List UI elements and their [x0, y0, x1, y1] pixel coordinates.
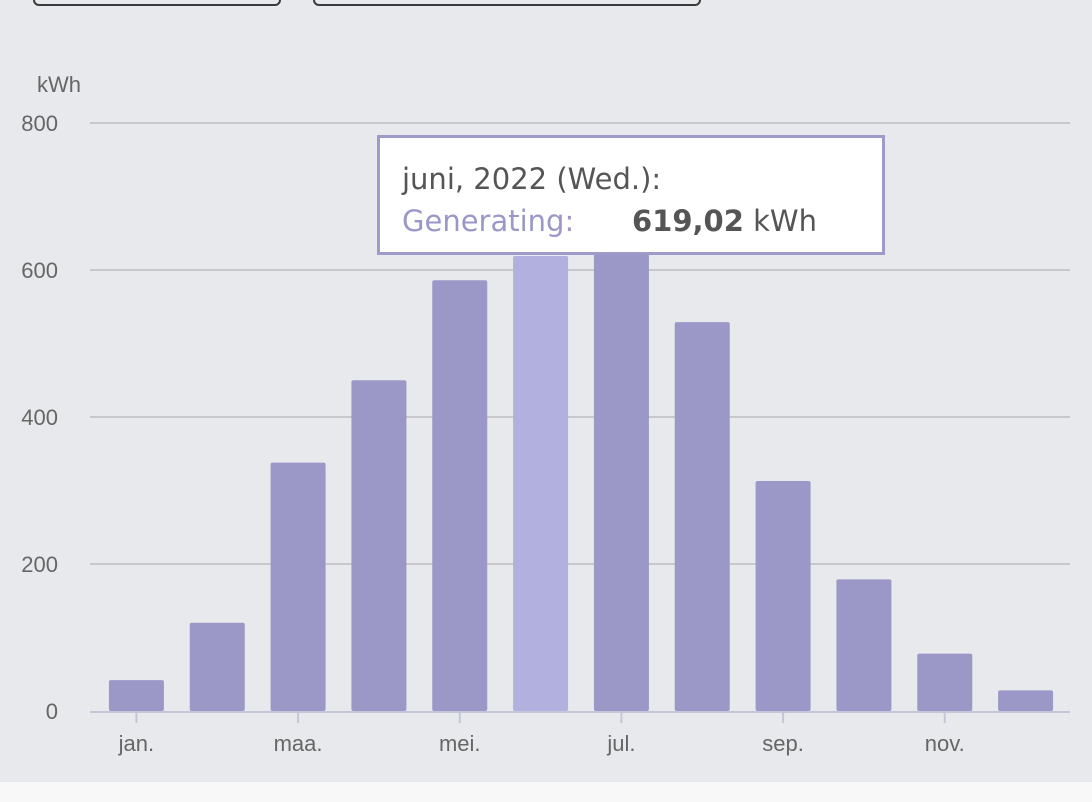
bar-juni — [513, 256, 569, 711]
x-tick-label: maa. — [274, 731, 323, 756]
y-tick-label: 400 — [21, 405, 58, 430]
x-tick-label: jan. — [118, 731, 154, 756]
x-tick-label: sep. — [762, 731, 804, 756]
x-tick-label: mei. — [439, 731, 481, 756]
x-tick-label: nov. — [925, 731, 965, 756]
bar-mei — [432, 280, 488, 711]
bar-okt — [836, 579, 892, 711]
tooltip-value-row: 619,02 kWh — [632, 204, 817, 238]
monthly-generation-chart: 0 200 400 600 800 kWh jan. maa. mei. jul. sep. nov. — [21, 72, 1070, 756]
bar-jan — [108, 680, 164, 711]
footer-strip — [0, 782, 1092, 802]
bar-dec — [998, 690, 1054, 711]
y-tick-label: 0 — [46, 699, 58, 724]
top-button-right[interactable] — [313, 0, 701, 6]
y-tick-label: 600 — [21, 258, 58, 283]
y-tick-label: 200 — [21, 552, 58, 577]
top-button-left[interactable] — [33, 0, 281, 6]
bar-aug — [674, 322, 730, 711]
bar-maa — [270, 462, 326, 711]
bar-sep — [755, 480, 811, 711]
bar-apr — [351, 380, 407, 711]
bar-feb — [189, 622, 245, 711]
x-tick-label: jul. — [606, 731, 635, 756]
tooltip-value: 619,02 — [632, 204, 744, 238]
chart-tooltip: juni, 2022 (Wed.): Generating: 619,02 kW… — [377, 135, 885, 255]
y-tick-label: 800 — [21, 111, 58, 136]
bar-nov — [917, 653, 973, 711]
y-axis-label: kWh — [37, 72, 81, 97]
bar-jul — [593, 253, 649, 711]
tooltip-unit: kWh — [753, 204, 817, 238]
tooltip-title: juni, 2022 (Wed.): — [402, 162, 662, 196]
tooltip-series-label: Generating: — [402, 204, 575, 238]
